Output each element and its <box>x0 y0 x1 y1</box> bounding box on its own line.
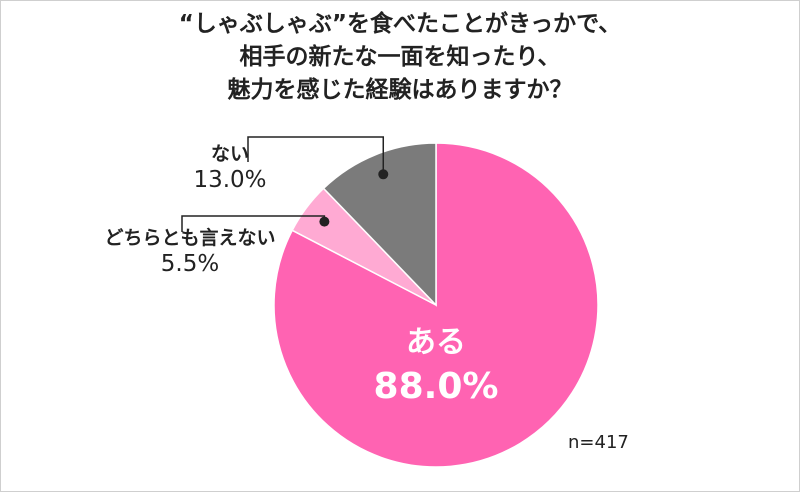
title-line-2: 相手の新たな一面を知ったり、 <box>239 44 561 70</box>
label-dochira-value: 5.5% <box>160 251 220 277</box>
pie-slice-nai <box>322 142 437 307</box>
leader-dot-nai <box>378 169 389 180</box>
slice-label-aru: ある <box>406 325 466 360</box>
label-nai: ない 13.0% <box>175 142 285 194</box>
label-dochira: どちらとも言えない 5.5% <box>78 226 302 278</box>
label-nai-name: ない <box>210 143 249 165</box>
title-line-1: “しゃぶしゃぶ”を食べたことがきっかで、 <box>178 11 622 37</box>
slice-value-aru: 88.0% <box>374 366 499 407</box>
label-dochira-name: どちらとも言えない <box>104 227 276 249</box>
chart-title: “しゃぶしゃぶ”を食べたことがきっかで、 相手の新たな一面を知ったり、 魅力を感… <box>0 8 800 107</box>
label-nai-value: 13.0% <box>193 167 267 193</box>
leader-dot-dochira <box>319 216 330 227</box>
leader-line-nai <box>247 136 385 175</box>
sample-size: n=417 <box>568 432 629 453</box>
title-line-3: 魅力を感じた経験はありますか？ <box>227 77 573 103</box>
